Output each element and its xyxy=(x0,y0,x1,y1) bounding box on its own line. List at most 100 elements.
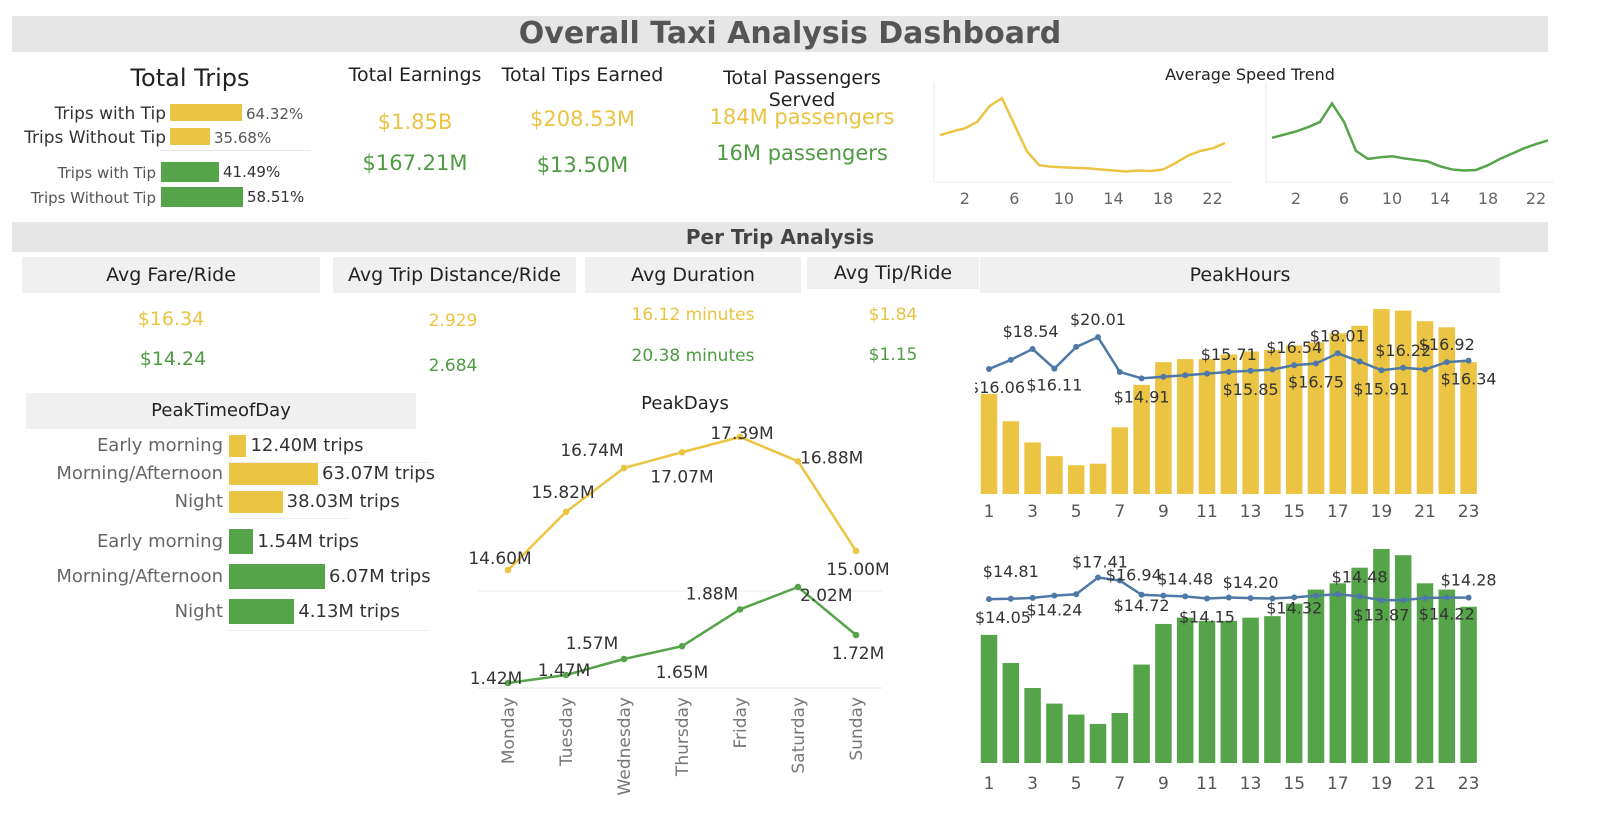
peak-hours-x-tick: 5 xyxy=(1071,774,1082,794)
peak-hours-bar xyxy=(1089,723,1107,763)
peak-days-point xyxy=(504,566,512,574)
peak-hours-bar xyxy=(1220,354,1238,494)
per-trip-band xyxy=(12,222,1548,252)
speed-line xyxy=(1271,101,1549,172)
peak-hours-point xyxy=(1095,574,1101,581)
avg-duration-header: Avg Duration xyxy=(585,257,801,293)
speed-line xyxy=(939,96,1226,173)
peak-hours-bar xyxy=(1176,359,1194,494)
peak-hours-point xyxy=(1182,372,1189,379)
peak-hours-line-label: $15.71 xyxy=(1201,345,1257,364)
peak-hours-bar xyxy=(1155,623,1172,763)
peak-days-point xyxy=(852,547,860,555)
trips-with-tip-label: Trips with Tip xyxy=(54,104,167,124)
dashboard-title-band xyxy=(12,16,1548,52)
peak-hours-line-label: $16.54 xyxy=(1266,338,1322,357)
peak-days-point xyxy=(794,583,802,591)
dashboard-title: Overall Taxi Analysis Dashboard xyxy=(518,16,1062,51)
peak-hours-point xyxy=(1051,365,1058,372)
peak-hours-point xyxy=(1313,360,1319,367)
peak-hours-point xyxy=(1247,367,1254,374)
peak-hours-line-label: $16.22 xyxy=(1375,341,1431,360)
peak-days-data-label: 14.60M xyxy=(470,549,532,569)
speed-x-tick: 18 xyxy=(1478,189,1498,208)
peak-days-chart: 14.60M 15.82M 16.74M 17.07M 17.39M 16.88M 15.0… xyxy=(470,424,890,795)
speed-x-tick: 10 xyxy=(1054,189,1074,208)
peak-hours-point xyxy=(1247,595,1254,602)
avg-distance-header: Avg Trip Distance/Ride xyxy=(333,257,576,293)
peak-hours-point xyxy=(1422,595,1428,602)
peak-time-gridline xyxy=(228,462,428,463)
peak-hours-x-tick: 11 xyxy=(1196,502,1218,522)
kpi-total-earnings-title: Total Earnings xyxy=(348,64,482,86)
peak-hours-point xyxy=(1422,366,1428,373)
peak-hours-bar xyxy=(1329,333,1347,494)
peak-hours-point xyxy=(1051,592,1058,599)
kpi-passengers-yellow: 184M passengers xyxy=(709,105,895,129)
peak-time-value-label: 4.13M trips xyxy=(298,600,400,622)
peak-hours-line-label: $15.85 xyxy=(1223,380,1279,399)
peak-hours-point xyxy=(1334,591,1341,598)
peak-hours-x-tick: 21 xyxy=(1414,502,1436,522)
peak-hours-bar xyxy=(1089,463,1107,494)
peak-hours-line-label: $13.87 xyxy=(1353,605,1409,624)
peak-days-point xyxy=(794,458,802,465)
peak-hours-bar xyxy=(1133,664,1150,763)
peak-hours-line-label: $16.06 xyxy=(975,378,1025,397)
speed-x-tick: 2 xyxy=(960,189,970,208)
peak-hours-line-label: $16.75 xyxy=(1288,372,1344,391)
peak-days-data-label: 2.02M xyxy=(800,586,853,606)
kpi-passengers-title: Total Passengers Served xyxy=(723,67,881,111)
peak-days-point xyxy=(736,606,744,613)
speed-x-tick: 22 xyxy=(1526,189,1546,208)
speed-trend-title: Average Speed Trend xyxy=(1165,65,1335,84)
peak-hours-x-tick: 1 xyxy=(984,774,995,794)
peak-hours-line-label: $14.81 xyxy=(983,562,1039,581)
peak-hours-bar xyxy=(1024,688,1041,763)
trips-with-tip-value: 64.32% xyxy=(246,105,304,123)
trips-without-tip-green-value: 58.51% xyxy=(247,188,305,206)
peak-hours-point xyxy=(1007,356,1014,363)
peak-days-point xyxy=(562,671,570,679)
peak-days-data-label: 1.72M xyxy=(832,644,885,664)
peak-hours-point xyxy=(1095,334,1101,341)
trips-with-tip-green-label: Trips with Tip xyxy=(57,164,156,182)
speed-x-tick: 14 xyxy=(1430,189,1450,208)
peak-hours-line-label: $16.11 xyxy=(1026,376,1082,395)
peak-hours-bar xyxy=(1438,589,1456,763)
peak-hours-bar xyxy=(1264,349,1281,494)
peak-days-data-label: 1.57M xyxy=(566,634,619,654)
peak-hours-bar xyxy=(1242,617,1259,763)
peak-hours-point xyxy=(1269,595,1276,602)
peak-days-point xyxy=(736,433,744,441)
peak-hours-x-tick: 1 xyxy=(984,502,995,522)
peak-hours-point xyxy=(1204,595,1210,602)
kpi-total-earnings-green: $167.21M xyxy=(362,151,468,175)
speed-trend-yellow-chart: 2 6 10 14 18 22 xyxy=(933,82,1231,208)
peak-hours-line-label: $17.41 xyxy=(1072,553,1128,572)
peak-time-category-label: Early morning xyxy=(96,435,223,456)
peak-days-data-label: 17.07M xyxy=(650,467,713,487)
peak-hours-point xyxy=(1334,350,1341,357)
avg-distance-yellow: 2.929 xyxy=(428,311,478,331)
peak-hours-bar xyxy=(1351,567,1368,763)
peak-hours-line-label: $14.24 xyxy=(1026,601,1082,620)
avg-tip-green: $1.15 xyxy=(868,345,918,365)
peak-time-category-label: Morning/Afternoon xyxy=(56,565,223,587)
peak-hours-bar xyxy=(1285,603,1303,763)
peak-time-bar xyxy=(229,599,295,624)
peak-hours-bar xyxy=(1046,703,1063,763)
peak-hours-point xyxy=(1400,364,1407,371)
peak-hours-point xyxy=(986,366,992,373)
peak-hours-x-tick: 23 xyxy=(1458,774,1480,794)
kpi-total-tips-green: $13.50M xyxy=(536,153,629,177)
peak-hours-bar xyxy=(1416,583,1434,763)
peak-hours-bar xyxy=(1307,589,1325,763)
peak-hours-point xyxy=(1029,346,1036,353)
peak-hours-line-label: $16.94 xyxy=(1106,566,1162,585)
peak-days-data-label: 15.82M xyxy=(531,483,594,503)
peak-time-gridline xyxy=(228,518,348,519)
peak-hours-line-label: $16.34 xyxy=(1441,370,1497,389)
peak-hours-bar xyxy=(1373,548,1390,763)
speed-x-tick: 10 xyxy=(1382,189,1402,208)
